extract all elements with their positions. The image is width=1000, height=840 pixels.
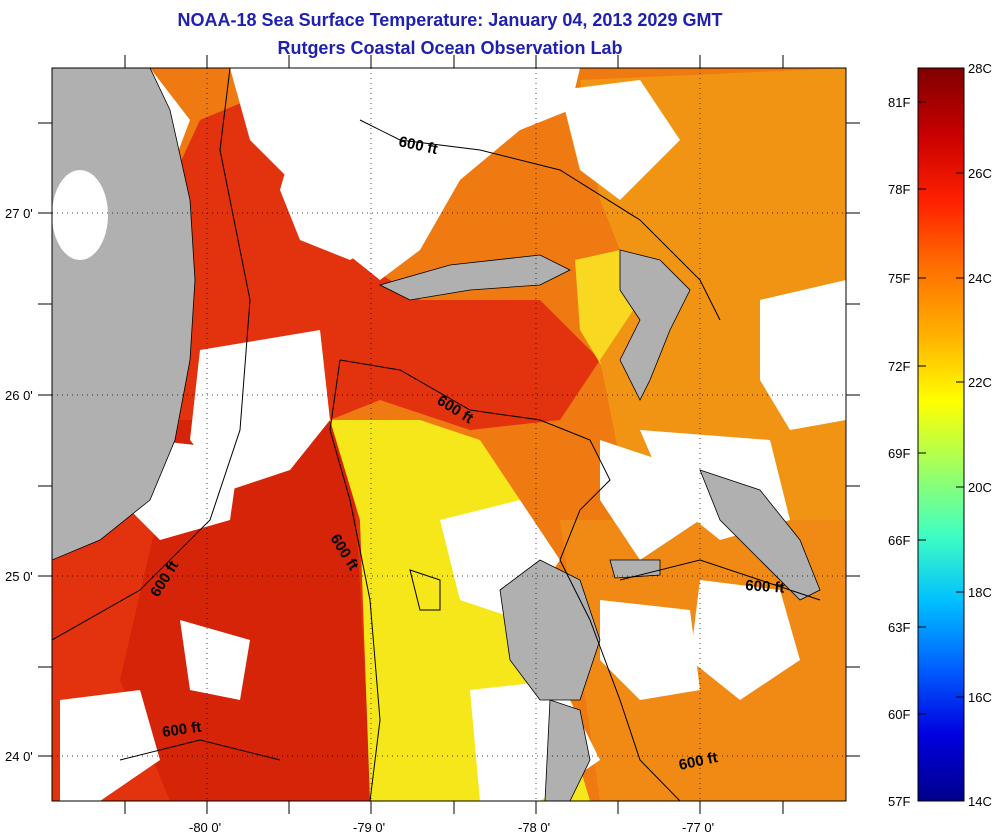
colorbar-f-label: 72F: [888, 359, 910, 374]
depth-contours: [52, 68, 821, 801]
map-title: NOAA-18 Sea Surface Temperature: January…: [177, 10, 723, 30]
lat-label-24: 24 0': [5, 749, 33, 764]
colorbar-c-label: 22C: [968, 375, 992, 390]
eleuthera-island: [699, 469, 821, 601]
grand-bahama-island: [378, 254, 571, 301]
andros-south: [544, 699, 591, 801]
colorbar-f-label: 60F: [888, 707, 910, 722]
colorbar-c-label: 24C: [968, 271, 992, 286]
tick-marks: [38, 55, 860, 814]
lon-label-78: -78 0': [518, 820, 550, 835]
contour-label-east: 600 ft: [745, 577, 785, 597]
map-field: [52, 68, 846, 801]
colorbar-f-label: 69F: [888, 446, 910, 461]
colorbar-c-label: 26C: [968, 166, 992, 181]
lat-label-25: 25 0': [5, 569, 33, 584]
map-subtitle: Rutgers Coastal Ocean Observation Lab: [277, 38, 623, 58]
grid-lines: [52, 68, 846, 801]
colorbar-c-label: 16C: [968, 690, 992, 705]
colorbar-f-label: 57F: [888, 794, 910, 809]
colorbar-f-label: 78F: [888, 182, 910, 197]
andros-island: [499, 559, 601, 701]
colorbar-f-label: 66F: [888, 533, 910, 548]
map-frame: [51, 67, 847, 802]
colorbar-c-label: 28C: [968, 61, 992, 76]
colorbar-f-label: 81F: [888, 95, 910, 110]
new-providence-island: [609, 559, 661, 579]
contour-label-southwest: 600 ft: [161, 719, 202, 741]
colorbar-c-label: 18C: [968, 585, 992, 600]
colorbar-ticks: [918, 101, 964, 715]
lat-label-26: 26 0': [5, 388, 33, 403]
lon-label-80: -80 0': [189, 820, 221, 835]
colorbar: [917, 67, 965, 802]
lon-label-79: -79 0': [353, 820, 385, 835]
colorbar-c-label: 20C: [968, 480, 992, 495]
colorbar-f-label: 63F: [888, 620, 910, 635]
colorbar-f-label: 75F: [888, 271, 910, 286]
abaco-island: [619, 249, 691, 401]
lat-label-27: 27 0': [5, 206, 33, 221]
lake-okeechobee: [52, 170, 108, 260]
lon-label-77: -77 0': [682, 820, 714, 835]
colorbar-c-label: 14C: [968, 794, 992, 809]
